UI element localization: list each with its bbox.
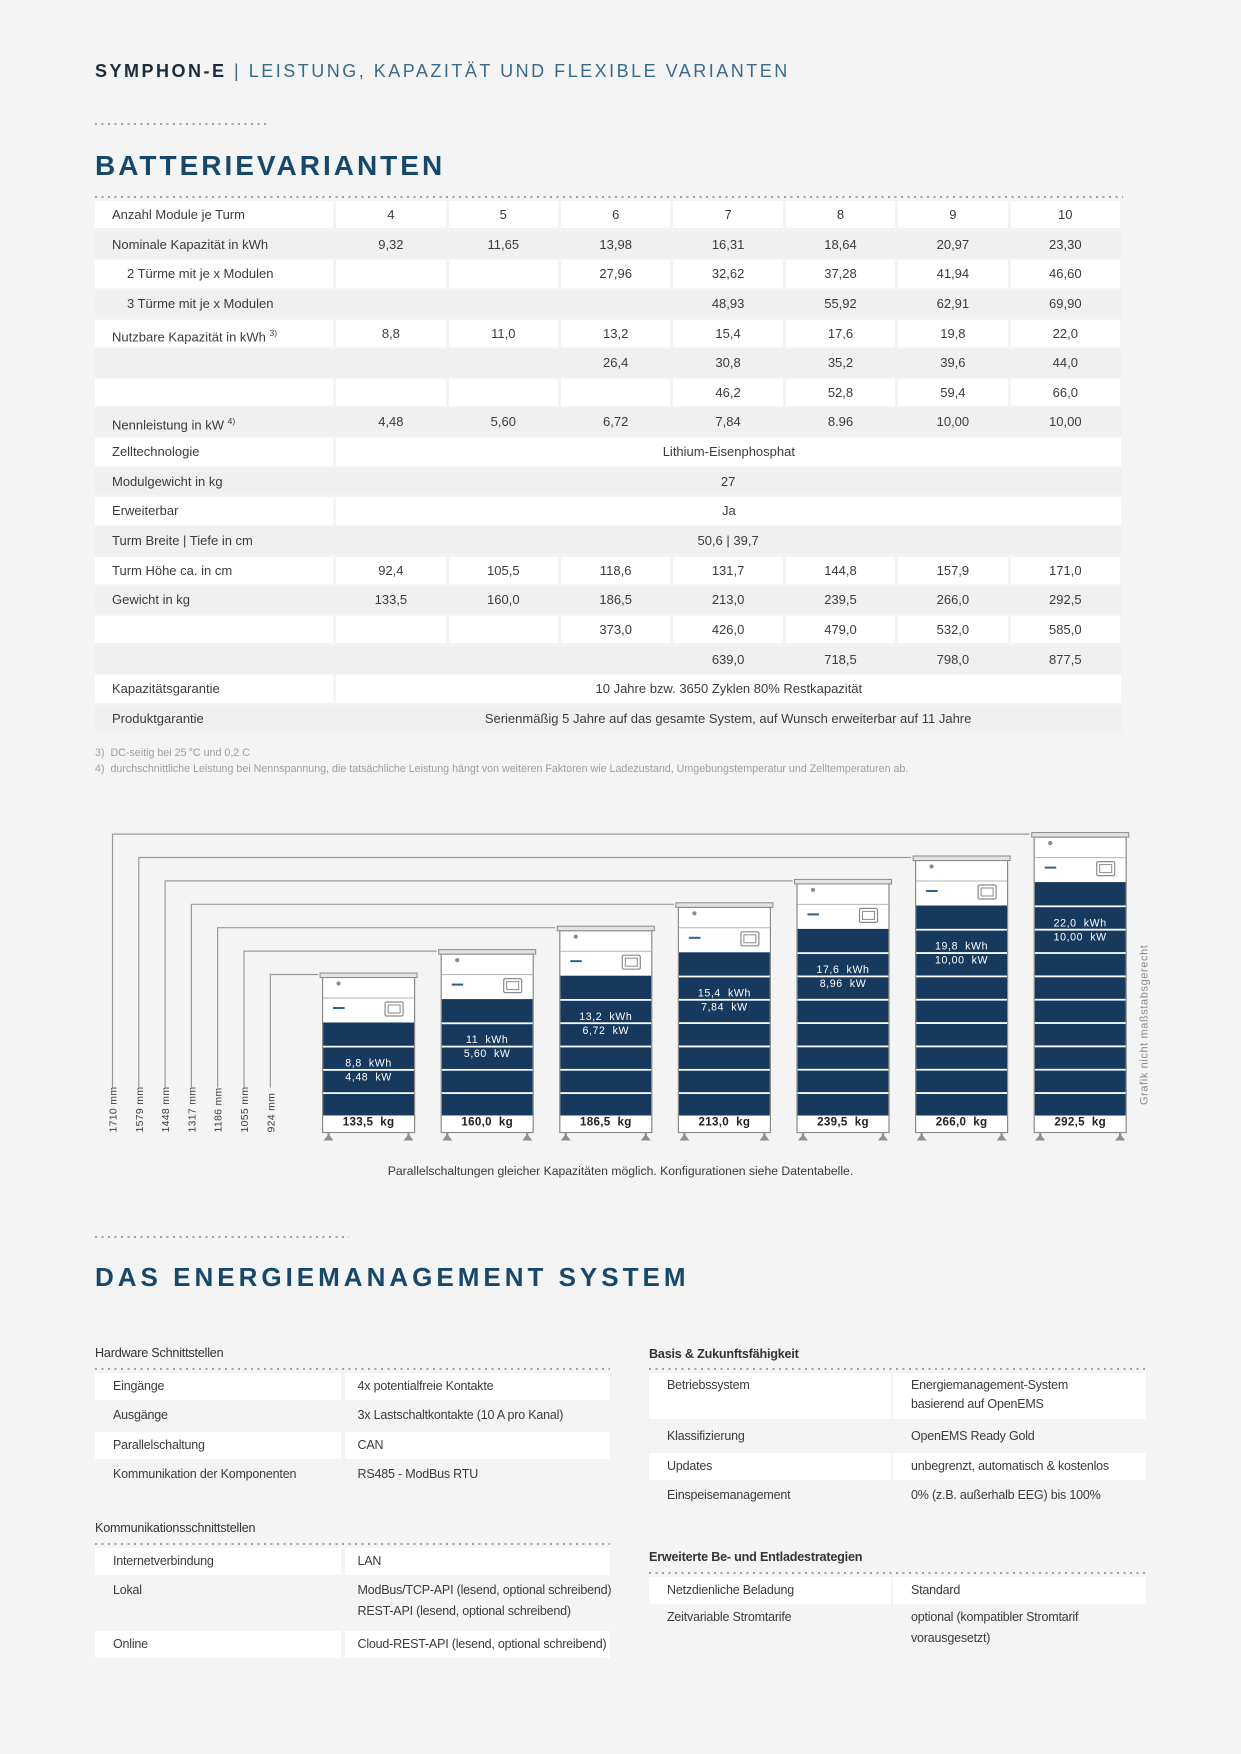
svg-text:17,6 kWh: 17,6 kWh xyxy=(816,964,869,976)
svg-text:1448 mm: 1448 mm xyxy=(160,1087,172,1133)
svg-text:Grafik nicht maßstabsgerecht: Grafik nicht maßstabsgerecht xyxy=(1139,945,1151,1105)
svg-text:266,0 kg: 266,0 kg xyxy=(936,1116,988,1129)
svg-text:133,5 kg: 133,5 kg xyxy=(343,1116,395,1129)
svg-text:15,4 kWh: 15,4 kWh xyxy=(698,987,751,999)
svg-text:8,96 kW: 8,96 kW xyxy=(820,978,867,990)
svg-text:1317 mm: 1317 mm xyxy=(186,1087,198,1133)
svg-text:924 mm: 924 mm xyxy=(265,1093,277,1133)
svg-text:7,84 kW: 7,84 kW xyxy=(701,1001,748,1013)
svg-text:10,00 kW: 10,00 kW xyxy=(935,955,988,967)
svg-text:13,2 kWh: 13,2 kWh xyxy=(579,1011,632,1023)
svg-text:292,5 kg: 292,5 kg xyxy=(1054,1116,1106,1129)
svg-text:19,8 kWh: 19,8 kWh xyxy=(935,941,988,953)
svg-text:11 kWh: 11 kWh xyxy=(466,1034,508,1046)
svg-text:8,8 kWh: 8,8 kWh xyxy=(345,1058,392,1070)
svg-text:6,72 kW: 6,72 kW xyxy=(582,1025,629,1037)
svg-text:160,0 kg: 160,0 kg xyxy=(461,1116,513,1129)
svg-text:1186 mm: 1186 mm xyxy=(213,1087,225,1132)
svg-text:186,5 kg: 186,5 kg xyxy=(580,1116,632,1129)
svg-text:5,60 kW: 5,60 kW xyxy=(464,1048,511,1060)
svg-text:22,0 kWh: 22,0 kWh xyxy=(1054,917,1107,929)
svg-text:213,0 kg: 213,0 kg xyxy=(699,1116,751,1129)
svg-text:239,5 kg: 239,5 kg xyxy=(817,1116,869,1129)
svg-text:4,48 kW: 4,48 kW xyxy=(345,1072,392,1084)
svg-text:1055 mm: 1055 mm xyxy=(239,1087,251,1133)
svg-text:1579 mm: 1579 mm xyxy=(134,1087,146,1133)
svg-text:1710 mm: 1710 mm xyxy=(108,1087,120,1133)
svg-text:10,00 kW: 10,00 kW xyxy=(1054,931,1107,943)
